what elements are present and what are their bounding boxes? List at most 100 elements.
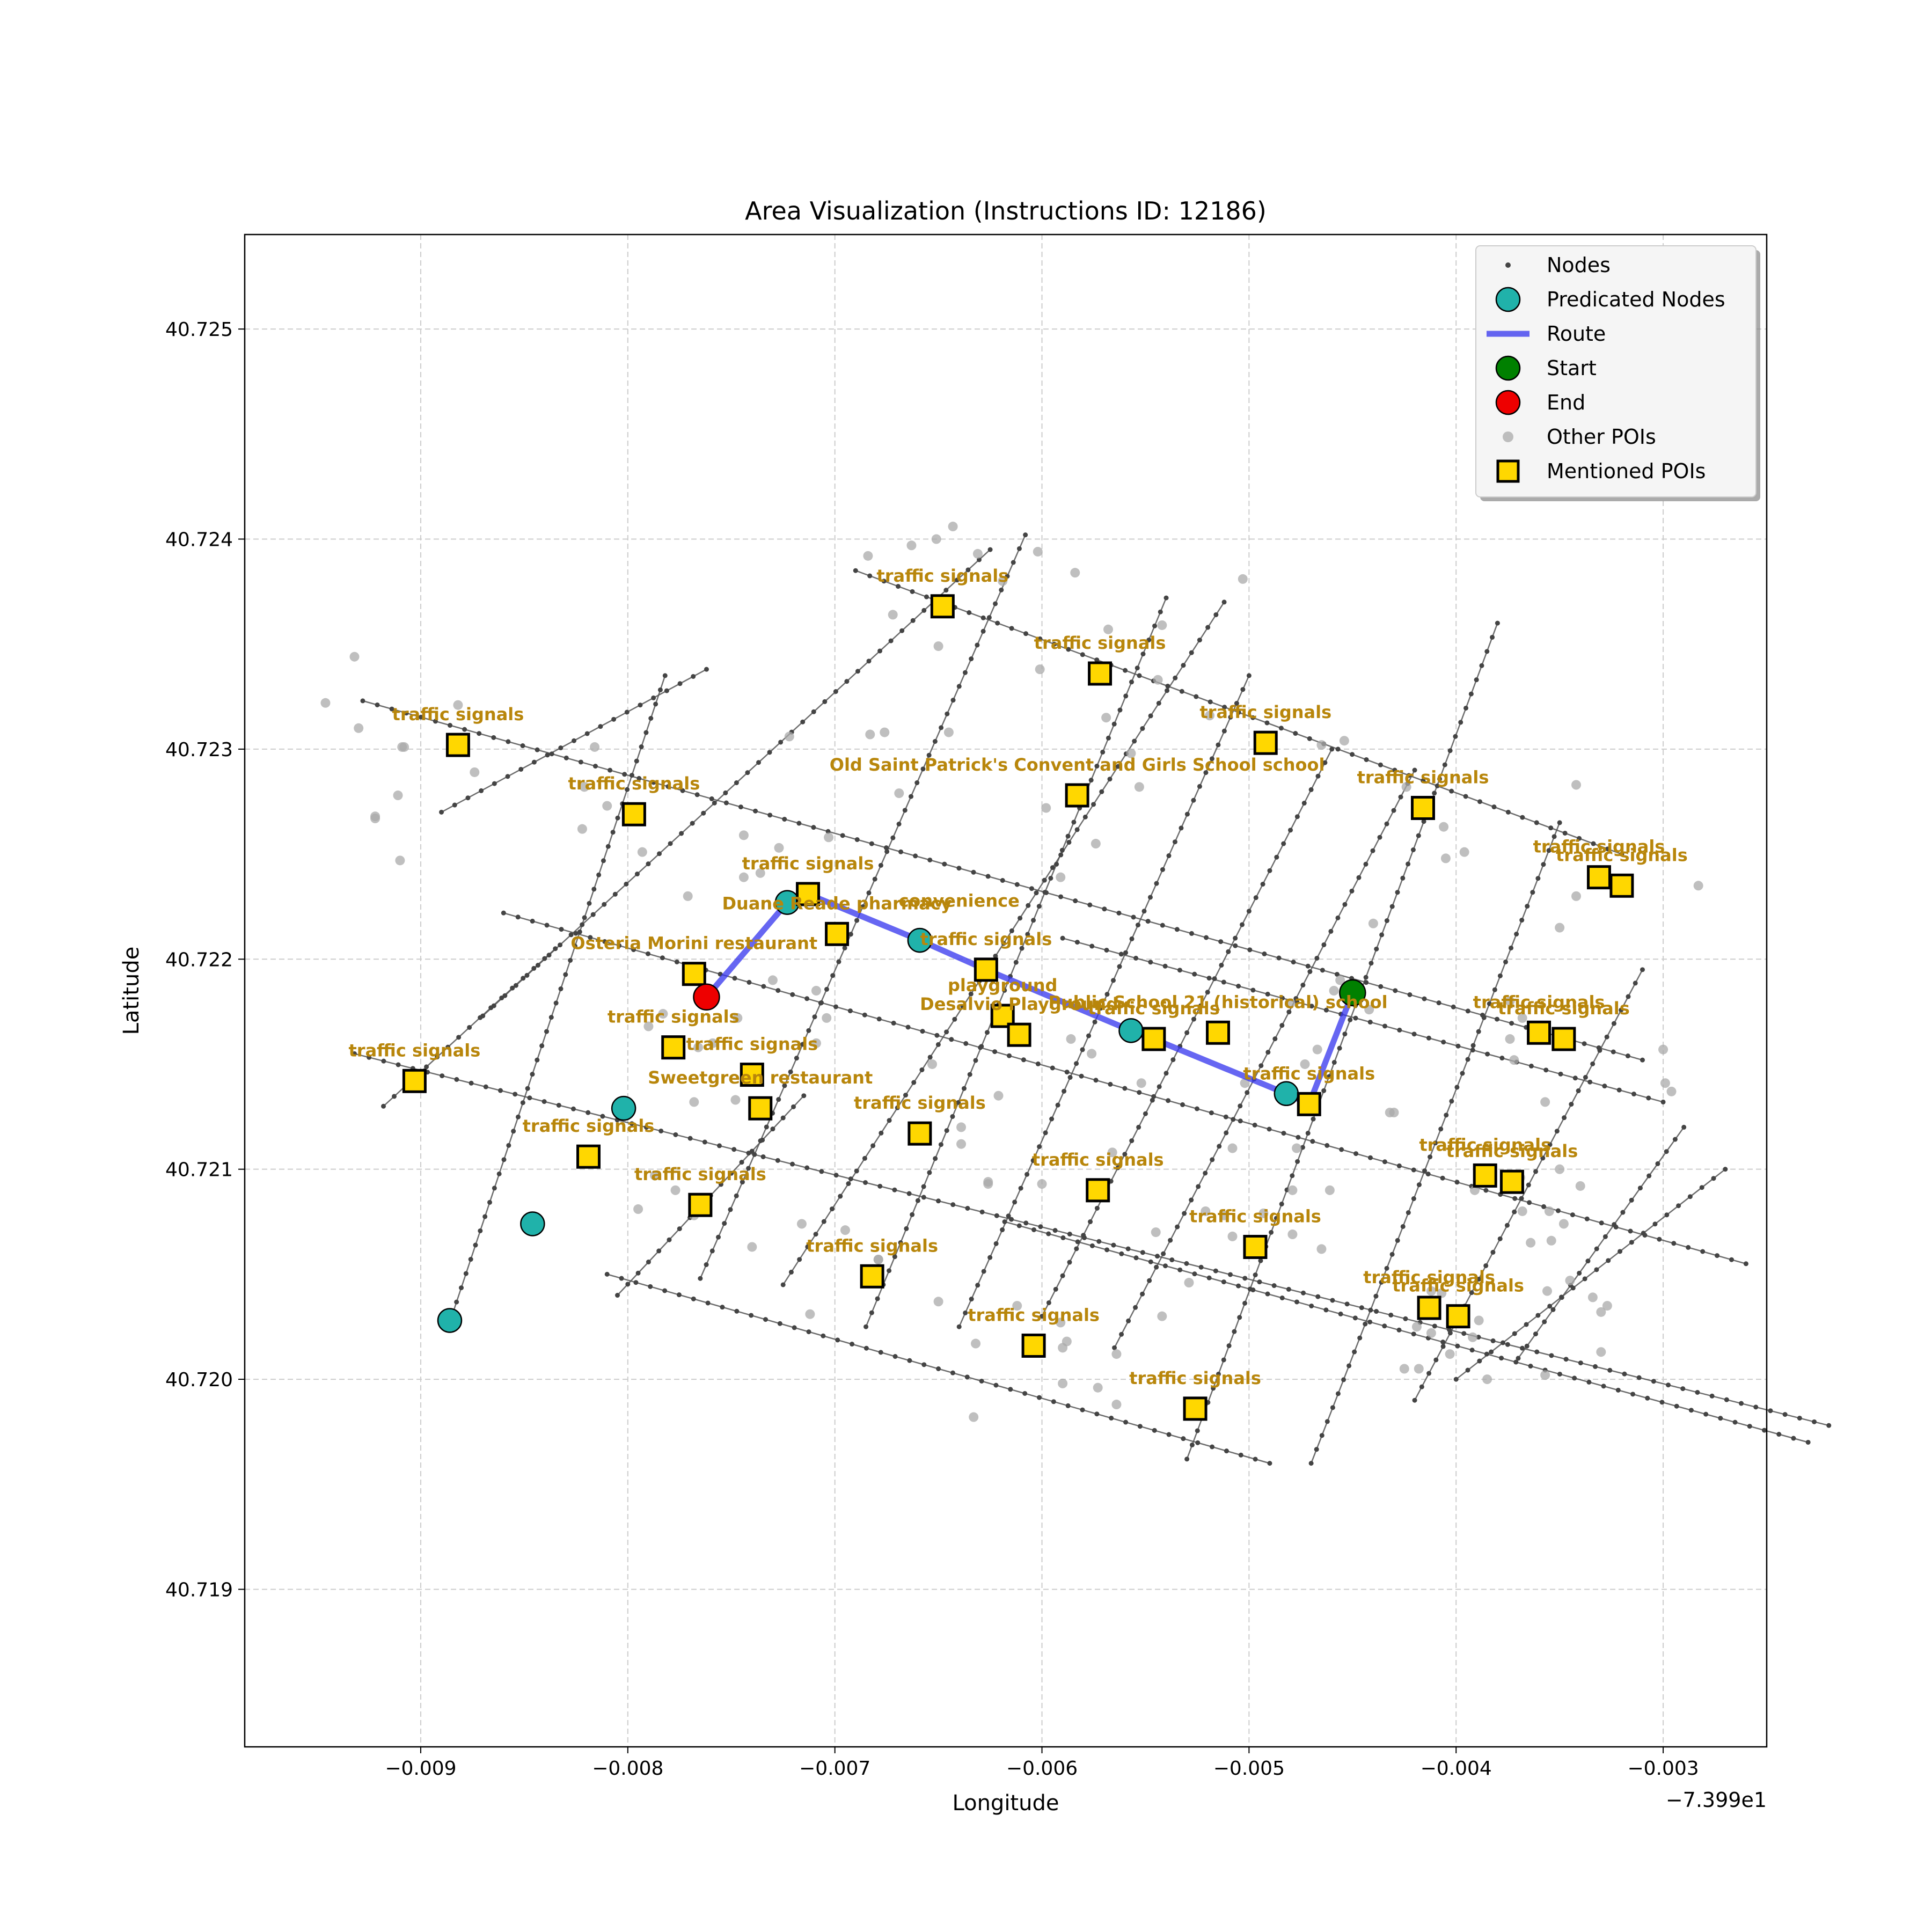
- other-poi: [1101, 713, 1111, 723]
- street-node: [1116, 910, 1122, 916]
- street-node: [389, 706, 394, 712]
- street-node: [1204, 935, 1209, 940]
- other-poi: [865, 729, 875, 740]
- street-node: [1680, 1386, 1686, 1392]
- street-node: [658, 1128, 664, 1133]
- other-poi: [658, 1009, 668, 1019]
- street-node: [1168, 1238, 1173, 1243]
- street-node: [1060, 1235, 1066, 1240]
- street-node: [722, 1221, 727, 1226]
- street-node: [1433, 1140, 1438, 1146]
- street-node: [1242, 1300, 1248, 1306]
- other-poi: [1565, 1276, 1575, 1286]
- street-node: [1119, 1251, 1124, 1256]
- street-node: [804, 1165, 810, 1170]
- street-node: [590, 912, 596, 917]
- street-node: [1438, 1126, 1444, 1132]
- street-node: [1505, 809, 1511, 815]
- street-node: [746, 1166, 751, 1171]
- x-axis-label: Longitude: [953, 1791, 1059, 1816]
- street-node: [738, 804, 743, 810]
- street-node: [1060, 935, 1065, 941]
- mentioned-pois: [402, 594, 1634, 1421]
- street-node: [879, 1130, 884, 1136]
- street-node: [950, 698, 956, 703]
- street-node: [1335, 915, 1341, 920]
- street-node: [577, 929, 582, 934]
- street-node: [1009, 626, 1014, 631]
- street-node: [1491, 804, 1497, 810]
- mentioned-poi-label: Duane Reade pharmacy: [722, 893, 952, 913]
- street-node: [1411, 1167, 1416, 1173]
- street-edge: [1004, 1221, 1809, 1443]
- street-node: [1335, 1391, 1341, 1396]
- street-node: [1465, 1367, 1470, 1373]
- street-node: [1238, 1103, 1243, 1109]
- street-node: [800, 1042, 806, 1047]
- street-node: [418, 714, 423, 720]
- route-endpoints: [693, 979, 1366, 1011]
- other-poi: [755, 868, 765, 878]
- other-poi: [1602, 1301, 1612, 1311]
- street-node: [1265, 1050, 1271, 1055]
- street-node: [920, 1029, 925, 1034]
- other-poi: [1555, 1164, 1565, 1174]
- street-node: [636, 775, 642, 781]
- street-node: [1396, 1327, 1402, 1333]
- street-node: [592, 764, 598, 769]
- street-node: [967, 610, 972, 615]
- street-node: [753, 808, 758, 814]
- street-node: [993, 1382, 999, 1388]
- other-poi: [888, 610, 898, 620]
- street-node: [881, 579, 887, 584]
- x-tick-label: −0.006: [1006, 1758, 1078, 1780]
- street-node: [821, 1333, 826, 1338]
- street-node: [898, 1240, 903, 1246]
- street-node: [792, 1325, 797, 1330]
- other-poi: [1285, 998, 1296, 1008]
- street-node: [1281, 1131, 1286, 1136]
- other-poi: [784, 731, 794, 742]
- y-tick-label: 40.723: [165, 739, 233, 761]
- street-node: [1228, 714, 1233, 720]
- street-node: [1129, 936, 1135, 941]
- street-node: [1619, 1007, 1624, 1013]
- street-node: [1703, 1411, 1709, 1417]
- legend-end-swatch: [1495, 390, 1521, 415]
- street-node: [1454, 1085, 1460, 1090]
- other-poi: [708, 1038, 718, 1048]
- street-node: [1166, 853, 1172, 859]
- street-node: [1165, 683, 1170, 689]
- legend: Nodes Predicated Nodes Route Start End Other …: [1475, 245, 1760, 501]
- street-node: [1213, 612, 1219, 617]
- street-node: [1577, 1270, 1582, 1276]
- street-node: [1341, 1377, 1346, 1382]
- y-axis-label: Latitude: [119, 947, 144, 1035]
- street-node: [704, 667, 709, 672]
- street-node: [1143, 1111, 1148, 1116]
- street-node: [1342, 1031, 1348, 1037]
- mentioned-poi: [796, 882, 821, 906]
- street-node: [962, 670, 968, 675]
- street-node: [806, 1028, 811, 1033]
- other-poi: [643, 1021, 654, 1031]
- street-node: [1264, 720, 1270, 726]
- street-node: [1398, 794, 1403, 800]
- street-node: [1009, 928, 1014, 933]
- street-node: [1002, 1219, 1007, 1225]
- other-poi: [1258, 1208, 1269, 1218]
- mentioned-poi-label: traffic signals: [568, 773, 700, 794]
- street-node: [956, 1100, 961, 1105]
- street-node: [913, 853, 918, 859]
- street-node: [1115, 1165, 1121, 1170]
- street-node: [1037, 1144, 1042, 1150]
- other-poi: [1693, 881, 1703, 891]
- other-poi: [1445, 1349, 1455, 1359]
- street-node: [694, 792, 700, 797]
- street-node: [1054, 861, 1059, 867]
- street-node: [965, 1205, 970, 1211]
- other-poi: [1201, 1206, 1211, 1216]
- street-node: [1437, 776, 1442, 781]
- street-node: [1509, 945, 1514, 950]
- street-node: [445, 1044, 451, 1050]
